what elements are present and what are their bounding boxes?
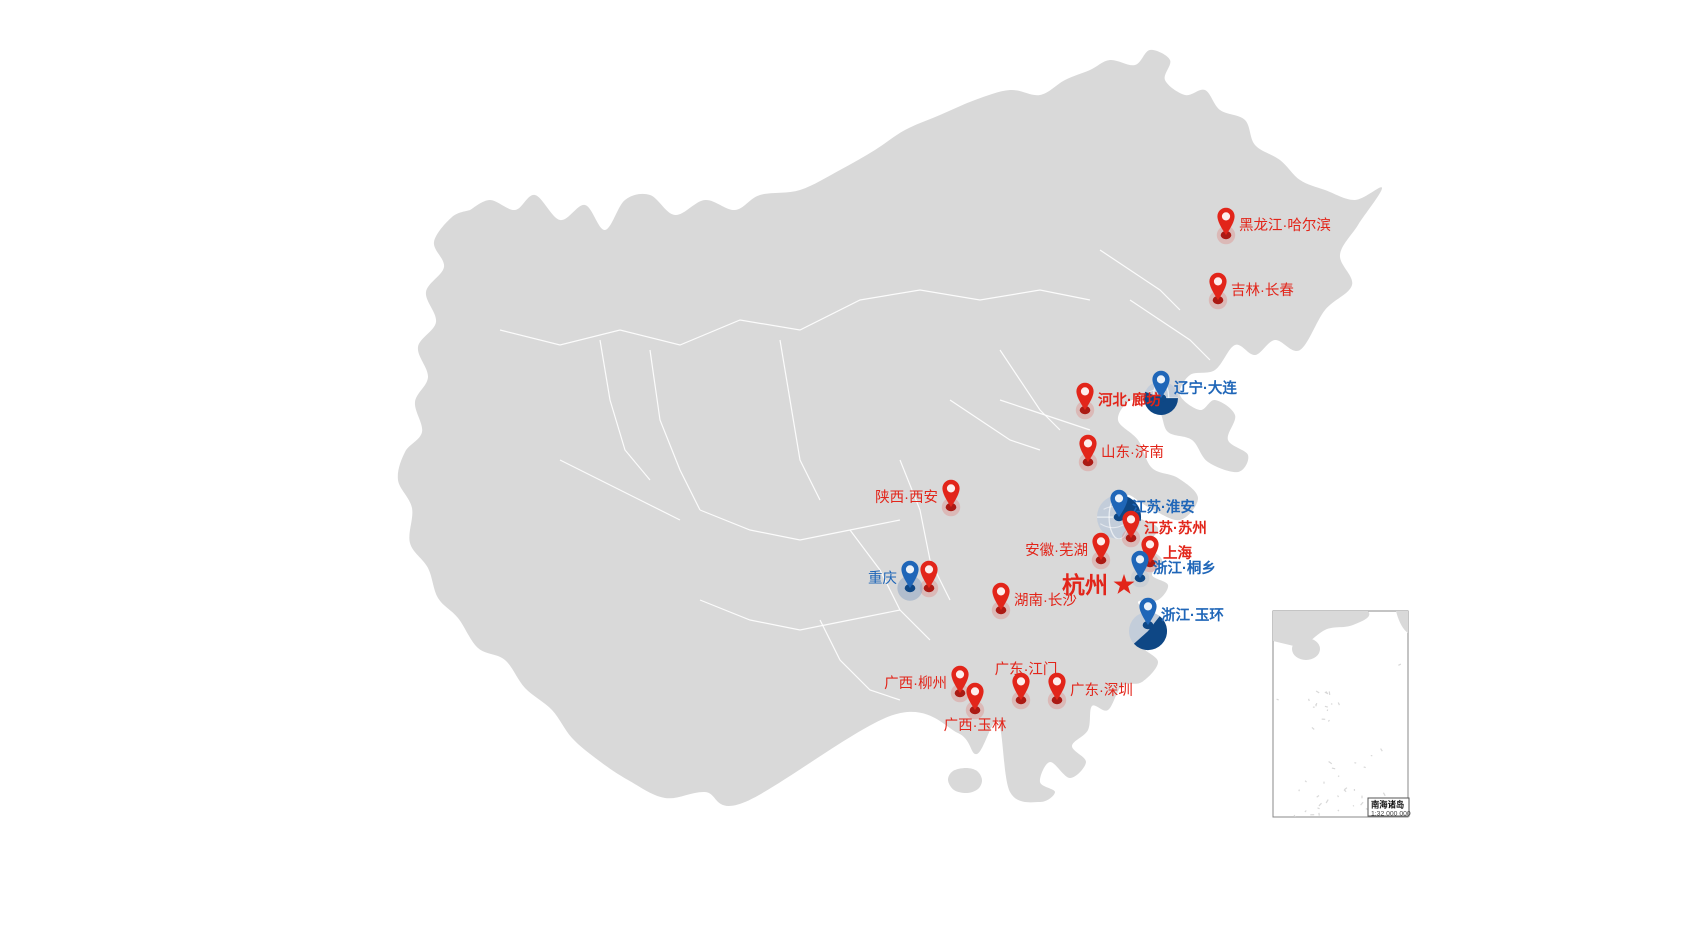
svg-text:江苏·苏州: 江苏·苏州: [1144, 519, 1207, 537]
svg-text:山东·济南: 山东·济南: [1101, 444, 1164, 461]
svg-text:浙江·桐乡: 浙江·桐乡: [1153, 559, 1216, 577]
svg-text:广西·柳州: 广西·柳州: [884, 675, 947, 692]
svg-text:黑龙江·哈尔滨: 黑龙江·哈尔滨: [1239, 217, 1331, 234]
svg-text:杭州: 杭州: [1062, 572, 1108, 598]
svg-text:广东·深圳: 广东·深圳: [1070, 682, 1133, 699]
svg-text:重庆: 重庆: [868, 570, 897, 587]
svg-text:浙江·玉环: 浙江·玉环: [1161, 606, 1224, 624]
svg-text:广西·玉林: 广西·玉林: [944, 717, 1007, 734]
svg-text:上海: 上海: [1163, 544, 1192, 562]
svg-text:安徽·芜湖: 安徽·芜湖: [1025, 542, 1088, 559]
svg-text:吉林·长春: 吉林·长春: [1231, 282, 1294, 299]
svg-text:陕西·西安: 陕西·西安: [875, 489, 938, 506]
svg-text:南海诸岛: 南海诸岛: [1371, 800, 1404, 810]
svg-text:广东·江门: 广东·江门: [995, 661, 1058, 678]
svg-text:江苏·淮安: 江苏·淮安: [1132, 498, 1195, 516]
svg-text:河北·廊坊: 河北·廊坊: [1098, 391, 1161, 409]
svg-text:辽宁·大连: 辽宁·大连: [1174, 379, 1237, 397]
svg-text:1:32 000 000: 1:32 000 000: [1371, 811, 1411, 818]
